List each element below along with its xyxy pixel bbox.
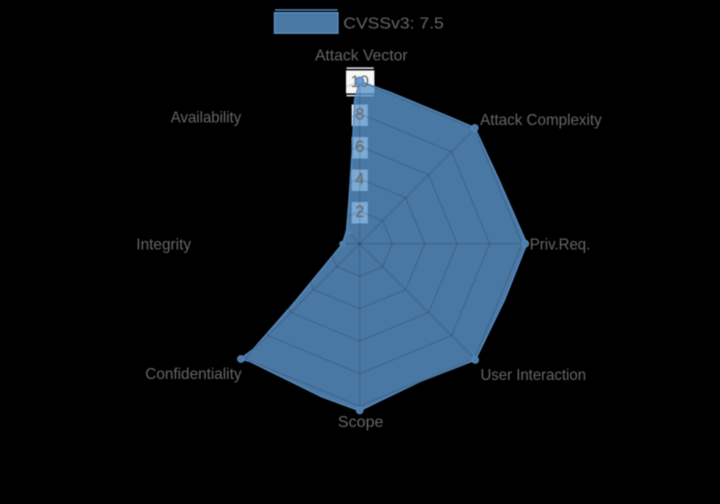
svg-text:Attack Complexity: Attack Complexity [480, 112, 602, 129]
svg-text:CVSSv3: 7.5: CVSSv3: 7.5 [343, 15, 444, 32]
svg-text:Priv.Req.: Priv.Req. [530, 237, 591, 254]
svg-text:6: 6 [355, 138, 364, 156]
svg-text:4: 4 [355, 171, 364, 189]
svg-text:8: 8 [355, 106, 364, 124]
svg-text:Attack Vector: Attack Vector [315, 47, 408, 64]
svg-text:2: 2 [355, 203, 364, 221]
svg-text:Confidentiality: Confidentiality [145, 366, 241, 383]
svg-text:Availability: Availability [171, 110, 241, 127]
svg-text:Integrity: Integrity [136, 237, 191, 254]
svg-text:Scope: Scope [338, 414, 384, 431]
svg-text:User Interaction: User Interaction [481, 367, 587, 384]
